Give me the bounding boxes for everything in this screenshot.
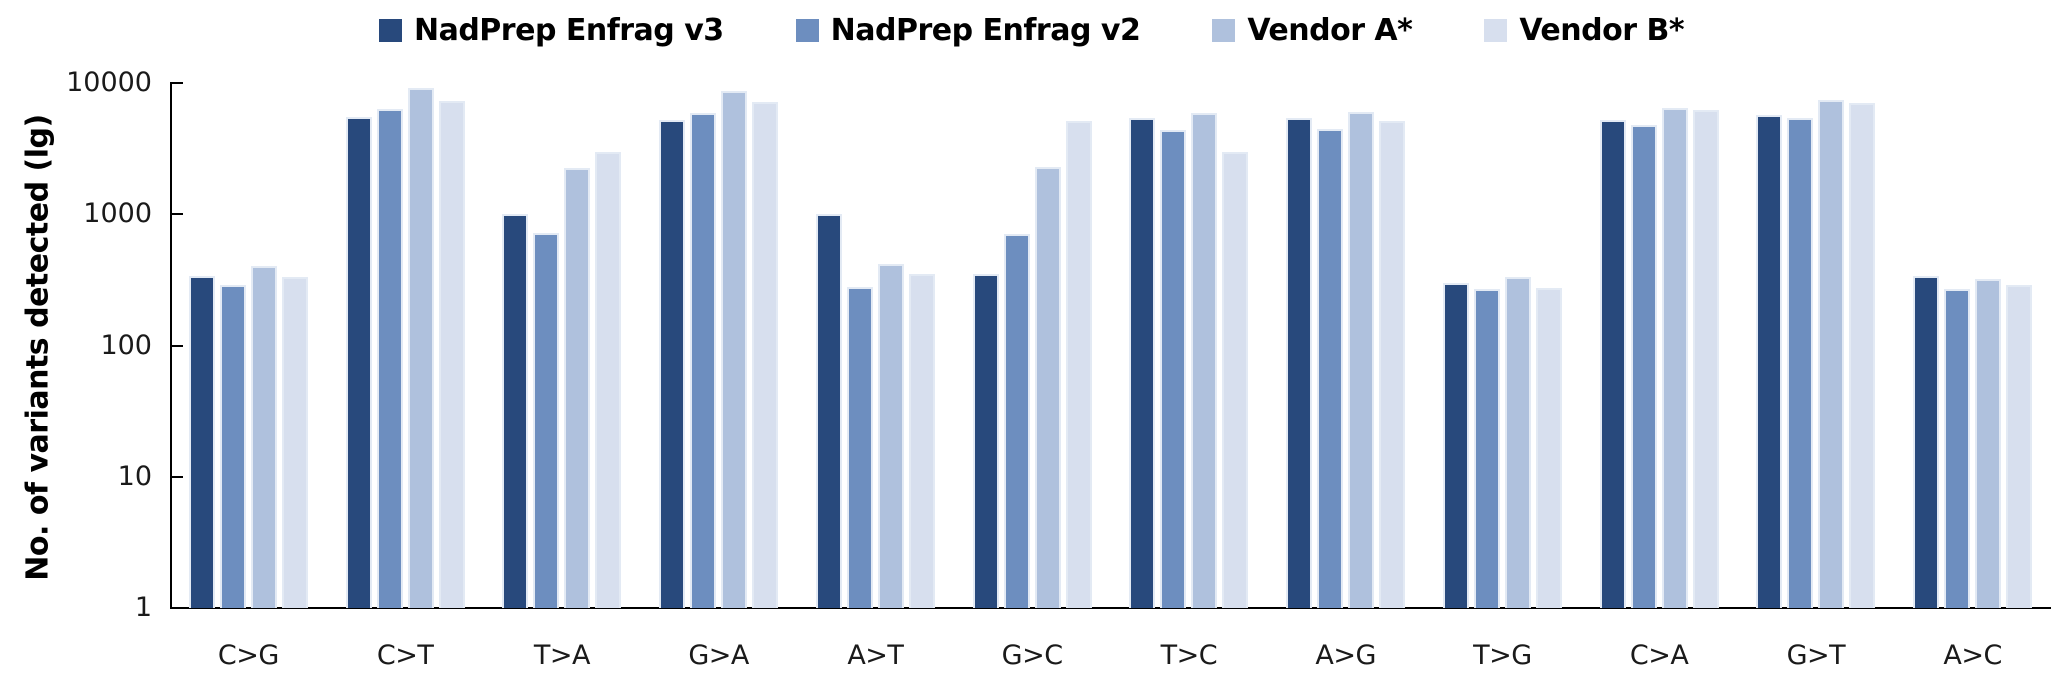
bar-nadprep-enfrag-v3-G-C [972,274,999,608]
y-tick-label: 1000 [83,198,152,230]
bar-nadprep-enfrag-v3-G-T [1756,115,1783,608]
bar-vendor-b--G-A [752,101,779,608]
bar-vendor-a--C-G [250,266,277,608]
y-tick-label: 10000 [66,67,152,98]
x-axis-label: G>T [1786,640,1846,671]
legend-item-1: NadPrep Enfrag v3 [378,12,724,48]
x-axis-label: G>A [688,640,749,671]
bar-vendor-b--G-T [1849,103,1876,608]
bar-vendor-a--A-C [1975,279,2002,608]
y-tick-mark [170,213,183,216]
bar-nadprep-enfrag-v2-C-T [376,109,403,608]
x-axis-label: G>C [1001,640,1063,671]
y-tick-label: 10 [117,460,152,492]
legend-label: Vendor A* [1247,12,1413,48]
x-axis-label: C>G [217,640,279,671]
legend-swatch-icon [1212,18,1236,42]
x-axis-label: A>T [847,640,904,671]
bar-vendor-b--A-G [1379,121,1406,608]
bar-vendor-a--A-G [1348,112,1375,608]
bar-nadprep-enfrag-v3-C-G [188,275,215,608]
x-axis-label: A>G [1315,640,1376,671]
bar-nadprep-enfrag-v2-A-T [846,286,873,608]
bar-nadprep-enfrag-v2-C-A [1630,124,1657,608]
y-tick-mark [170,475,183,478]
bar-vendor-a--C-T [407,87,434,608]
y-tick-mark [170,82,183,84]
bar-nadprep-enfrag-v2-A-G [1317,128,1344,608]
bar-nadprep-enfrag-v2-G-C [1003,233,1030,608]
bar-nadprep-enfrag-v2-T-G [1473,288,1500,608]
bar-vendor-b--C-G [281,277,308,608]
bar-nadprep-enfrag-v3-C-A [1599,120,1626,608]
bar-nadprep-enfrag-v3-T-C [1129,117,1156,608]
bar-nadprep-enfrag-v3-A-G [1286,118,1313,608]
x-axis-label: C>T [376,640,434,671]
bar-nadprep-enfrag-v3-T-G [1442,282,1469,608]
legend-item-2: NadPrep Enfrag v2 [795,12,1141,48]
bar-nadprep-enfrag-v3-T-A [502,214,529,608]
x-axis-label: T>C [1160,640,1218,671]
bar-vendor-a--T-G [1504,277,1531,608]
bar-vendor-b--T-C [1222,151,1249,608]
bar-nadprep-enfrag-v3-A-C [1913,275,1940,608]
legend-swatch-icon [1484,18,1508,42]
x-axis-label: C>A [1629,640,1689,671]
bar-nadprep-enfrag-v2-A-C [1944,288,1971,608]
x-axis-line [170,607,2051,609]
bar-vendor-a--G-T [1818,100,1845,608]
bar-nadprep-enfrag-v2-G-T [1787,118,1814,608]
legend-item-3: Vendor A* [1212,12,1413,48]
x-axis-label: A>C [1943,640,2002,671]
bar-vendor-b--T-A [595,151,622,608]
bar-nadprep-enfrag-v3-A-T [815,214,842,608]
bar-vendor-a--G-C [1034,166,1061,608]
bar-vendor-b--A-T [908,274,935,608]
bar-nadprep-enfrag-v2-G-A [690,112,717,608]
bar-vendor-b--A-C [2006,284,2033,608]
bar-nadprep-enfrag-v3-C-T [345,117,372,608]
bar-vendor-a--T-A [564,168,591,608]
y-tick-label: 1 [134,592,152,623]
bar-nadprep-enfrag-v3-G-A [659,120,686,608]
bar-nadprep-enfrag-v2-T-C [1160,129,1187,608]
x-axis-label: T>A [533,640,591,671]
bar-vendor-b--T-G [1535,287,1562,608]
y-tick-mark [170,344,183,347]
legend-swatch-icon [795,18,819,42]
bar-nadprep-enfrag-v2-C-G [219,284,246,608]
bar-vendor-b--C-T [438,100,465,608]
legend-label: Vendor B* [1519,12,1685,48]
legend-label: NadPrep Enfrag v3 [413,12,724,48]
legend-item-4: Vendor B* [1484,12,1685,48]
legend-swatch-icon [378,18,402,42]
bar-nadprep-enfrag-v2-T-A [533,232,560,608]
y-tick-label: 100 [100,329,152,361]
legend-label: NadPrep Enfrag v2 [830,12,1141,48]
bar-vendor-a--C-A [1661,108,1688,608]
legend: NadPrep Enfrag v3 NadPrep Enfrag v2 Vendor… [0,8,2063,52]
bar-vendor-b--G-C [1065,121,1092,608]
bar-vendor-a--G-A [721,90,748,608]
bar-vendor-a--T-C [1191,112,1218,608]
y-axis-line [170,82,172,609]
x-axis-label: T>G [1473,640,1532,671]
bar-vendor-b--C-A [1692,110,1719,608]
bar-vendor-a--A-T [877,263,904,608]
